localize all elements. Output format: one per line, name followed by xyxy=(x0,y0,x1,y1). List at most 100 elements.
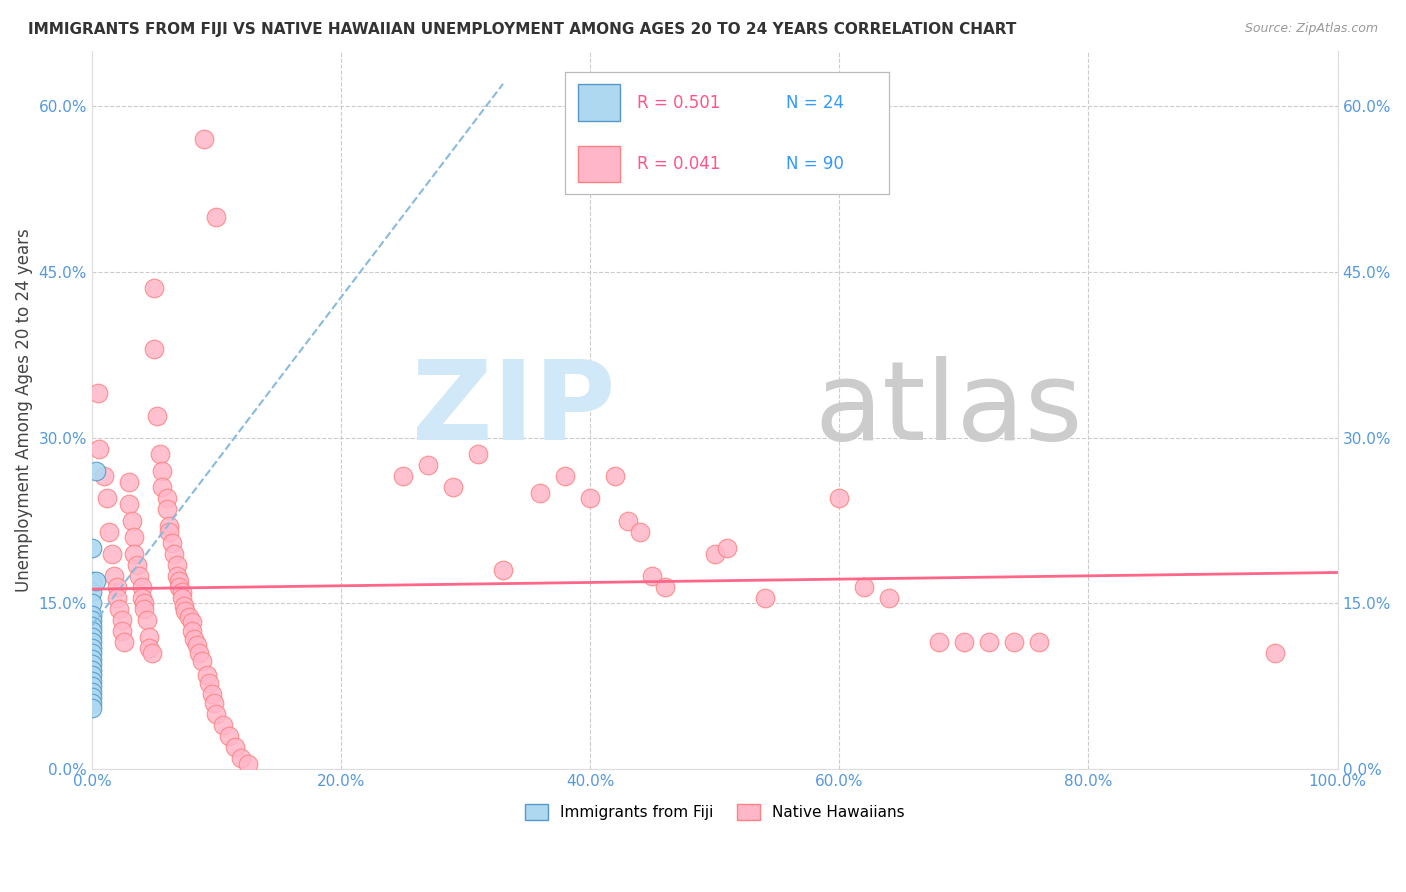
Point xyxy=(149,447,172,461)
Point xyxy=(180,615,202,630)
Point xyxy=(103,569,125,583)
Point xyxy=(111,624,134,639)
Point xyxy=(492,563,515,577)
Point xyxy=(183,632,205,646)
Point xyxy=(80,613,103,627)
Point xyxy=(80,585,103,599)
Point xyxy=(157,519,180,533)
Point xyxy=(195,668,218,682)
Point xyxy=(84,574,107,589)
Point xyxy=(80,663,103,677)
Point xyxy=(138,630,160,644)
Point xyxy=(193,132,215,146)
Point xyxy=(143,281,166,295)
Text: ZIP: ZIP xyxy=(412,357,614,464)
Point xyxy=(80,640,103,655)
Point xyxy=(231,751,253,765)
Point xyxy=(953,635,976,649)
Point xyxy=(134,597,156,611)
Point xyxy=(160,535,183,549)
Point xyxy=(80,696,103,710)
Point xyxy=(167,580,190,594)
Point xyxy=(1002,635,1025,649)
Point xyxy=(112,635,135,649)
Point xyxy=(80,668,103,682)
Point xyxy=(121,514,143,528)
Point xyxy=(236,756,259,771)
Y-axis label: Unemployment Among Ages 20 to 24 years: Unemployment Among Ages 20 to 24 years xyxy=(15,228,32,592)
Point xyxy=(80,679,103,693)
Point xyxy=(177,609,200,624)
Point xyxy=(977,635,1000,649)
Point xyxy=(108,602,131,616)
Point xyxy=(928,635,950,649)
Point xyxy=(80,652,103,666)
Point xyxy=(156,491,179,506)
Point xyxy=(554,469,576,483)
Point xyxy=(150,480,173,494)
Point xyxy=(174,604,197,618)
Point xyxy=(84,464,107,478)
Point xyxy=(703,547,725,561)
Point xyxy=(105,591,128,605)
Point xyxy=(89,442,111,456)
Point xyxy=(877,591,900,605)
Point xyxy=(80,690,103,705)
Point xyxy=(418,458,440,473)
Point xyxy=(754,591,776,605)
Point xyxy=(93,469,115,483)
Point xyxy=(80,630,103,644)
Point xyxy=(828,491,851,506)
Point xyxy=(138,640,160,655)
Point xyxy=(145,409,167,423)
Point xyxy=(180,624,202,639)
Point xyxy=(628,524,651,539)
Point xyxy=(198,676,221,690)
Point xyxy=(716,541,738,556)
Point xyxy=(80,635,103,649)
Point xyxy=(853,580,876,594)
Point xyxy=(188,646,211,660)
Point xyxy=(218,729,240,743)
Point xyxy=(392,469,415,483)
Point xyxy=(80,685,103,699)
Point xyxy=(1264,646,1286,660)
Point xyxy=(441,480,464,494)
Point xyxy=(205,210,228,224)
Point xyxy=(205,706,228,721)
Point xyxy=(143,342,166,356)
Point xyxy=(135,613,157,627)
Point xyxy=(616,514,638,528)
Point xyxy=(80,657,103,672)
Point xyxy=(603,469,626,483)
Point xyxy=(190,654,212,668)
Point xyxy=(80,574,103,589)
Point xyxy=(186,639,208,653)
Point xyxy=(167,574,190,589)
Point xyxy=(105,580,128,594)
Point xyxy=(173,599,195,613)
Point xyxy=(170,591,193,605)
Point xyxy=(654,580,676,594)
Point xyxy=(579,491,602,506)
Point xyxy=(128,569,150,583)
Point xyxy=(202,696,225,710)
Point xyxy=(80,597,103,611)
Point xyxy=(150,464,173,478)
Point xyxy=(101,547,124,561)
Point xyxy=(80,646,103,660)
Point xyxy=(141,646,163,660)
Point xyxy=(111,613,134,627)
Text: atlas: atlas xyxy=(814,357,1083,464)
Point xyxy=(157,524,180,539)
Point xyxy=(166,569,188,583)
Text: Source: ZipAtlas.com: Source: ZipAtlas.com xyxy=(1244,22,1378,36)
Point xyxy=(134,602,156,616)
Point xyxy=(118,497,141,511)
Point xyxy=(467,447,489,461)
Point xyxy=(98,524,121,539)
Point xyxy=(122,547,145,561)
Point xyxy=(166,558,188,572)
Point xyxy=(80,541,103,556)
Point xyxy=(131,580,153,594)
